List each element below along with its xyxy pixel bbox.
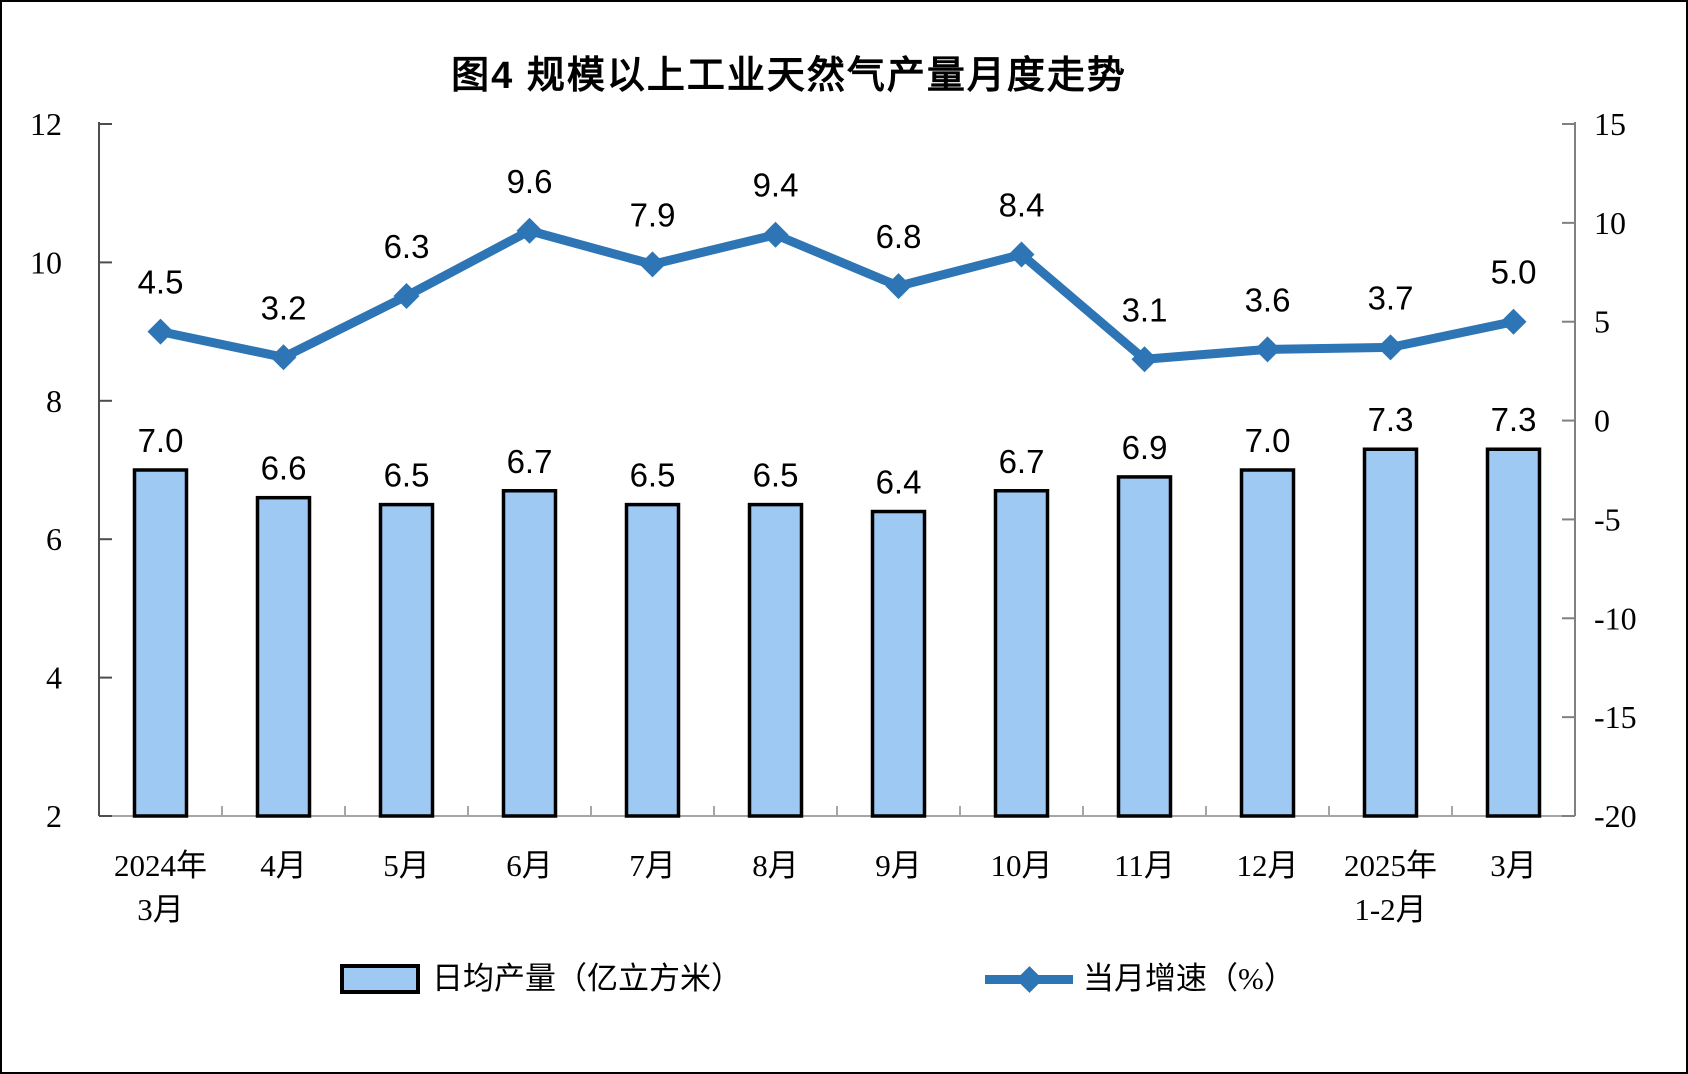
- line-value-label: 3.1: [1122, 291, 1168, 328]
- line-value-label: 3.7: [1368, 279, 1414, 316]
- line-value-label: 3.2: [261, 289, 307, 326]
- bar-value-label: 7.3: [1491, 401, 1537, 438]
- right-axis-tick-label: -5: [1594, 501, 1621, 537]
- x-axis-category-label: 11月: [1114, 848, 1175, 883]
- bar: [1362, 447, 1419, 818]
- line-value-label: 3.6: [1245, 281, 1291, 318]
- bar: [747, 502, 804, 818]
- bar: [1485, 447, 1542, 818]
- bar: [255, 495, 312, 818]
- bar: [378, 502, 435, 818]
- x-axis-category-label: 6月: [506, 848, 553, 883]
- bar: [624, 502, 681, 818]
- line-marker: [516, 217, 543, 244]
- line-marker: [639, 251, 666, 278]
- x-axis-category-label: 7月: [629, 848, 676, 883]
- bar-value-label: 6.5: [753, 457, 799, 494]
- bar-value-label: 6.6: [261, 450, 307, 487]
- bar: [870, 509, 927, 818]
- bar-value-label: 7.0: [138, 422, 184, 459]
- line-marker: [270, 344, 297, 371]
- line-value-label: 5.0: [1491, 254, 1537, 291]
- right-axis-tick-label: 5: [1594, 304, 1610, 340]
- line-value-label: 4.5: [138, 264, 184, 301]
- line-marker: [1377, 334, 1404, 361]
- bar: [501, 489, 558, 818]
- line-value-label: 6.3: [384, 228, 430, 265]
- right-axis-tick-label: 15: [1594, 106, 1626, 142]
- bar: [993, 489, 1050, 818]
- bar-value-label: 6.9: [1122, 429, 1168, 466]
- line-marker: [1254, 336, 1281, 363]
- line-value-label: 6.8: [876, 218, 922, 255]
- left-axis-tick-label: 2: [46, 798, 62, 834]
- x-axis-category-label: 12月: [1237, 848, 1299, 883]
- x-axis-category-label: 1-2月: [1354, 892, 1426, 927]
- x-axis-category-label: 3月: [137, 892, 184, 927]
- left-axis-tick-label: 10: [30, 244, 62, 280]
- bar-value-label: 7.3: [1368, 401, 1414, 438]
- x-axis-category-label: 3月: [1490, 848, 1537, 883]
- line-marker: [1131, 346, 1158, 373]
- x-axis-category-label: 2025年: [1344, 848, 1437, 883]
- line-marker: [147, 318, 174, 345]
- bar-value-label: 6.5: [630, 457, 676, 494]
- left-axis-tick-label: 8: [46, 383, 62, 419]
- right-axis-tick-label: -10: [1594, 600, 1637, 636]
- line-marker: [1008, 241, 1035, 268]
- line-value-label: 7.9: [630, 196, 676, 233]
- left-axis-tick-label: 6: [46, 521, 62, 557]
- bar-value-label: 6.4: [876, 464, 922, 501]
- line-series-path: [156, 226, 1518, 364]
- line-value-label: 8.4: [999, 186, 1045, 223]
- bar: [1239, 468, 1296, 818]
- bar-value-label: 6.7: [507, 443, 553, 480]
- line-marker: [1500, 308, 1527, 335]
- x-axis-category-label: 8月: [752, 848, 799, 883]
- right-axis-tick-label: 10: [1594, 205, 1626, 241]
- right-axis-tick-label: -15: [1594, 699, 1637, 735]
- left-axis-tick-label: 4: [46, 660, 62, 696]
- right-axis-tick-label: -20: [1594, 798, 1637, 834]
- x-axis-category-label: 4月: [260, 848, 307, 883]
- x-axis-category-label: 2024年: [114, 848, 207, 883]
- bar-value-label: 7.0: [1245, 422, 1291, 459]
- line-value-label: 9.6: [507, 163, 553, 200]
- right-axis-tick-label: 0: [1594, 403, 1610, 439]
- bar: [132, 468, 189, 818]
- chart-title: 图4 规模以上工业天然气产量月度走势: [451, 55, 1127, 97]
- line-marker: [393, 283, 420, 310]
- bar-value-label: 6.7: [999, 443, 1045, 480]
- bar: [1116, 475, 1173, 818]
- left-axis-tick-label: 12: [30, 106, 62, 142]
- line-marker: [762, 221, 789, 248]
- line-value-label: 9.4: [753, 167, 799, 204]
- x-axis-category-label: 9月: [875, 848, 922, 883]
- bar-value-label: 6.5: [384, 457, 430, 494]
- x-axis-category-label: 10月: [991, 848, 1053, 883]
- line-marker: [885, 273, 912, 300]
- x-axis-category-label: 5月: [383, 848, 430, 883]
